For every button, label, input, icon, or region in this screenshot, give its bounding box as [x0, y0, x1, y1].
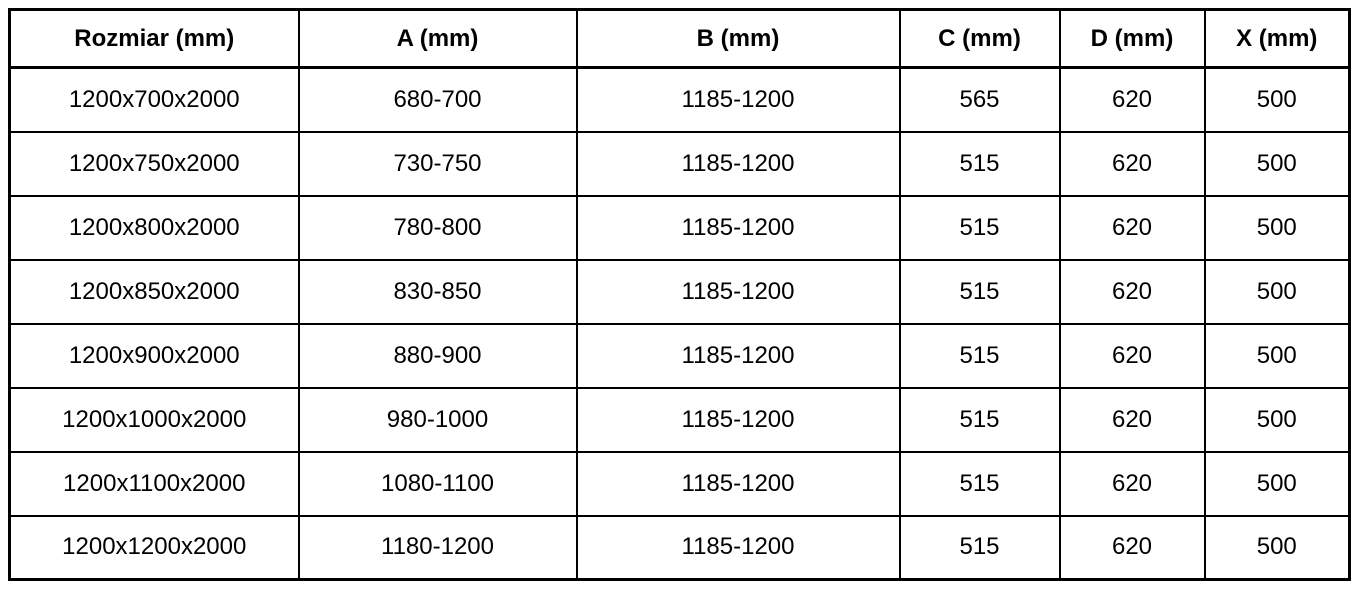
size-table-page: Rozmiar (mm) A (mm) B (mm) C (mm) D (mm)… — [8, 8, 1351, 581]
cell-d: 620 — [1058, 66, 1206, 133]
column-header-b: B (mm) — [575, 8, 901, 69]
cell-x: 500 — [1203, 322, 1351, 389]
cell-d: 620 — [1058, 130, 1206, 197]
cell-b: 1185-1200 — [575, 322, 901, 389]
cell-c: 565 — [898, 66, 1061, 133]
cell-d: 620 — [1058, 322, 1206, 389]
table-row: 1200x800x2000 780-800 1185-1200 515 620 … — [8, 194, 1351, 261]
cell-rozmiar: 1200x1200x2000 — [8, 514, 300, 581]
cell-b: 1185-1200 — [575, 258, 901, 325]
cell-b: 1185-1200 — [575, 386, 901, 453]
cell-d: 620 — [1058, 258, 1206, 325]
column-header-rozmiar: Rozmiar (mm) — [8, 8, 300, 69]
cell-x: 500 — [1203, 514, 1351, 581]
column-header-c: C (mm) — [898, 8, 1061, 69]
cell-x: 500 — [1203, 194, 1351, 261]
cell-rozmiar: 1200x800x2000 — [8, 194, 300, 261]
cell-rozmiar: 1200x750x2000 — [8, 130, 300, 197]
cell-a: 730-750 — [297, 130, 578, 197]
table-row: 1200x1100x2000 1080-1100 1185-1200 515 6… — [8, 450, 1351, 517]
cell-c: 515 — [898, 194, 1061, 261]
cell-x: 500 — [1203, 386, 1351, 453]
cell-rozmiar: 1200x1100x2000 — [8, 450, 300, 517]
cell-a: 1080-1100 — [297, 450, 578, 517]
cell-x: 500 — [1203, 258, 1351, 325]
cell-c: 515 — [898, 386, 1061, 453]
table-row: 1200x750x2000 730-750 1185-1200 515 620 … — [8, 130, 1351, 197]
cell-b: 1185-1200 — [575, 130, 901, 197]
cell-a: 880-900 — [297, 322, 578, 389]
cell-d: 620 — [1058, 386, 1206, 453]
table-row: 1200x1000x2000 980-1000 1185-1200 515 62… — [8, 386, 1351, 453]
cell-c: 515 — [898, 514, 1061, 581]
size-table: Rozmiar (mm) A (mm) B (mm) C (mm) D (mm)… — [8, 8, 1351, 581]
cell-x: 500 — [1203, 66, 1351, 133]
cell-a: 680-700 — [297, 66, 578, 133]
table-row: 1200x700x2000 680-700 1185-1200 565 620 … — [8, 66, 1351, 133]
column-header-a: A (mm) — [297, 8, 578, 69]
header-row: Rozmiar (mm) A (mm) B (mm) C (mm) D (mm)… — [8, 8, 1351, 69]
table-row: 1200x850x2000 830-850 1185-1200 515 620 … — [8, 258, 1351, 325]
cell-a: 780-800 — [297, 194, 578, 261]
cell-a: 830-850 — [297, 258, 578, 325]
cell-d: 620 — [1058, 450, 1206, 517]
cell-a: 980-1000 — [297, 386, 578, 453]
cell-a: 1180-1200 — [297, 514, 578, 581]
cell-c: 515 — [898, 258, 1061, 325]
cell-b: 1185-1200 — [575, 66, 901, 133]
cell-rozmiar: 1200x850x2000 — [8, 258, 300, 325]
cell-d: 620 — [1058, 514, 1206, 581]
table-row: 1200x900x2000 880-900 1185-1200 515 620 … — [8, 322, 1351, 389]
cell-d: 620 — [1058, 194, 1206, 261]
cell-rozmiar: 1200x1000x2000 — [8, 386, 300, 453]
cell-x: 500 — [1203, 130, 1351, 197]
cell-c: 515 — [898, 450, 1061, 517]
cell-rozmiar: 1200x900x2000 — [8, 322, 300, 389]
column-header-d: D (mm) — [1058, 8, 1206, 69]
table-row: 1200x1200x2000 1180-1200 1185-1200 515 6… — [8, 514, 1351, 581]
cell-c: 515 — [898, 322, 1061, 389]
cell-b: 1185-1200 — [575, 450, 901, 517]
cell-rozmiar: 1200x700x2000 — [8, 66, 300, 133]
cell-b: 1185-1200 — [575, 194, 901, 261]
cell-b: 1185-1200 — [575, 514, 901, 581]
column-header-x: X (mm) — [1203, 8, 1351, 69]
cell-c: 515 — [898, 130, 1061, 197]
cell-x: 500 — [1203, 450, 1351, 517]
